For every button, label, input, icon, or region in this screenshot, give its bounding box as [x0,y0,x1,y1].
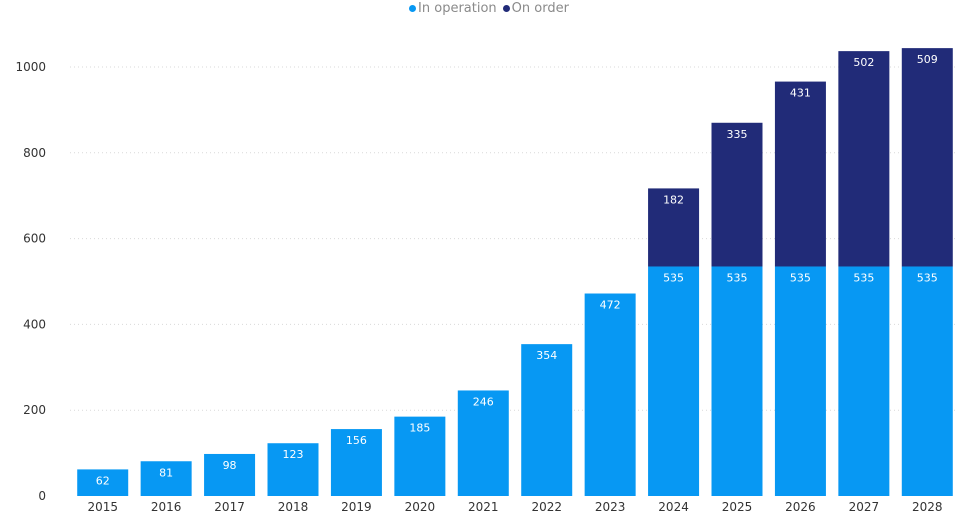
legend-item-in-operation[interactable]: In operation [409,1,497,16]
y-tick-label-400: 400 [23,317,46,331]
data-label-in-operation-2015: 62 [96,474,110,487]
data-label-in-operation-2024: 535 [663,271,684,284]
data-label-on-order-2028: 509 [917,53,938,66]
x-tick-label-2015: 2015 [87,500,118,514]
bar-in-operation-2025 [711,266,763,496]
bars: 62 81 98 123 156 185 246 354 472 535 182 535 335 535 4… [77,48,953,496]
legend-label-on-order: On order [511,0,569,16]
bar-on-order-2028 [901,48,953,267]
legend-marker-on-order [502,4,510,12]
data-label-in-operation-2027: 535 [853,271,874,284]
y-tick-label-1000: 1000 [15,60,46,74]
x-axis: 2015 2016 2017 2018 2019 2020 2021 2022 2023 2024… [87,500,942,514]
data-label-in-operation-2021: 246 [473,395,494,408]
x-tick-label-2020: 2020 [405,500,436,514]
x-tick-label-2021: 2021 [468,500,499,514]
data-label-in-operation-2025: 535 [727,271,748,284]
bar-on-order-2027 [838,51,890,267]
bar-on-order-2026 [774,81,826,267]
data-label-in-operation-2026: 535 [790,271,811,284]
legend-item-on-order[interactable]: On order [502,0,569,16]
bar-on-order-2024 [648,188,700,267]
data-label-in-operation-2020: 185 [409,422,430,435]
legend-label-in-operation: In operation [418,0,497,16]
y-tick-label-0: 0 [38,489,46,503]
x-tick-label-2027: 2027 [849,500,880,514]
bar-in-operation-2020 [394,416,446,496]
y-tick-label-800: 800 [23,146,46,160]
x-tick-label-2028: 2028 [912,500,943,514]
data-label-in-operation-2028: 535 [917,271,938,284]
x-tick-label-2017: 2017 [214,500,245,514]
x-tick-label-2022: 2022 [531,500,562,514]
bar-in-operation-2017 [204,453,256,496]
bar-in-operation-2021 [457,390,509,496]
data-label-on-order-2027: 502 [853,56,874,69]
data-label-on-order-2026: 431 [790,87,811,100]
bar-in-operation-2026 [774,266,826,496]
data-label-in-operation-2022: 354 [536,349,557,362]
bar-in-operation-2018 [267,443,319,496]
data-label-on-order-2025: 335 [727,128,748,141]
y-axis: 0 200 400 600 800 1000 [15,60,46,503]
x-tick-label-2024: 2024 [658,500,689,514]
data-label-in-operation-2023: 472 [600,299,621,312]
y-tick-label-600: 600 [23,232,46,246]
bar-in-operation-2024 [648,266,700,496]
x-tick-label-2018: 2018 [278,500,309,514]
bar-on-order-2025 [711,122,763,267]
chart-legend: In operation On order [0,0,978,16]
data-label-in-operation-2018: 123 [283,448,304,461]
data-label-in-operation-2016: 81 [159,466,173,479]
bar-in-operation-2019 [330,429,382,496]
data-label-in-operation-2017: 98 [223,459,237,472]
legend-marker-in-operation [409,4,417,12]
bar-in-operation-2027 [838,266,890,496]
data-label-in-operation-2019: 156 [346,434,367,447]
bar-in-operation-2028 [901,266,953,496]
bar-in-operation-2023 [584,293,636,496]
x-tick-label-2023: 2023 [595,500,626,514]
bar-in-operation-2022 [521,344,573,496]
data-label-on-order-2024: 182 [663,193,684,206]
x-tick-label-2019: 2019 [341,500,372,514]
x-tick-label-2026: 2026 [785,500,816,514]
bar-in-operation-2015 [77,469,129,496]
x-tick-label-2016: 2016 [151,500,182,514]
y-tick-label-200: 200 [23,403,46,417]
bar-in-operation-2016 [140,461,192,496]
x-tick-label-2025: 2025 [722,500,753,514]
